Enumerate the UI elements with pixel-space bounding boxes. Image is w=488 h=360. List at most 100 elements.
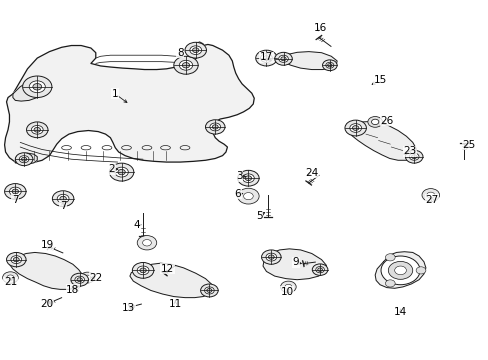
Circle shape: [4, 184, 26, 199]
Circle shape: [325, 62, 333, 68]
Polygon shape: [15, 153, 37, 164]
Circle shape: [371, 119, 378, 125]
Circle shape: [385, 280, 394, 287]
Circle shape: [132, 262, 154, 278]
Circle shape: [33, 84, 41, 90]
Circle shape: [80, 272, 95, 283]
Text: 10: 10: [280, 287, 293, 297]
Polygon shape: [191, 42, 204, 55]
Circle shape: [206, 288, 212, 292]
Circle shape: [209, 123, 220, 131]
Circle shape: [260, 54, 272, 62]
Circle shape: [109, 163, 134, 181]
Text: 12: 12: [161, 264, 174, 274]
Circle shape: [118, 170, 125, 175]
Polygon shape: [13, 78, 49, 101]
Text: 2: 2: [108, 164, 115, 174]
Circle shape: [242, 174, 254, 183]
Text: 5: 5: [255, 211, 262, 221]
Polygon shape: [4, 44, 254, 164]
Circle shape: [244, 176, 251, 181]
Circle shape: [19, 156, 29, 163]
Text: 13: 13: [122, 303, 135, 314]
Text: 25: 25: [461, 140, 474, 150]
Circle shape: [137, 235, 157, 250]
Circle shape: [322, 60, 336, 71]
Circle shape: [179, 60, 192, 70]
Text: 15: 15: [373, 75, 386, 85]
Circle shape: [31, 125, 43, 134]
Polygon shape: [374, 252, 425, 288]
Text: 27: 27: [425, 195, 438, 205]
Circle shape: [352, 126, 358, 130]
Circle shape: [9, 187, 21, 196]
Text: 19: 19: [41, 240, 54, 250]
Circle shape: [243, 193, 253, 200]
Circle shape: [344, 120, 366, 136]
Circle shape: [77, 278, 82, 282]
Circle shape: [280, 57, 285, 61]
Text: 3: 3: [236, 171, 243, 181]
Circle shape: [115, 167, 128, 177]
Circle shape: [200, 284, 218, 297]
Circle shape: [280, 281, 296, 293]
Circle shape: [237, 170, 259, 186]
Circle shape: [285, 284, 291, 289]
Circle shape: [411, 155, 416, 159]
Circle shape: [71, 273, 88, 286]
Text: 17: 17: [259, 52, 272, 62]
Text: 7: 7: [12, 195, 19, 205]
Text: 11: 11: [168, 299, 182, 309]
Polygon shape: [279, 51, 336, 69]
Text: 9: 9: [292, 257, 299, 267]
Circle shape: [426, 192, 434, 198]
Circle shape: [315, 266, 324, 273]
Circle shape: [263, 56, 269, 60]
Circle shape: [237, 188, 259, 204]
Text: 23: 23: [403, 146, 416, 156]
Circle shape: [11, 256, 21, 264]
Circle shape: [57, 194, 69, 203]
Circle shape: [137, 266, 149, 275]
Circle shape: [312, 264, 327, 275]
Circle shape: [274, 52, 292, 65]
Circle shape: [173, 56, 198, 74]
Circle shape: [26, 122, 48, 138]
Circle shape: [75, 276, 84, 283]
Circle shape: [182, 63, 189, 68]
Circle shape: [394, 266, 406, 275]
Circle shape: [327, 64, 331, 67]
Text: 1: 1: [112, 89, 119, 99]
Text: 18: 18: [66, 285, 80, 295]
Polygon shape: [347, 122, 415, 160]
Circle shape: [21, 157, 27, 161]
Circle shape: [15, 153, 33, 166]
Circle shape: [317, 268, 322, 271]
Text: 14: 14: [393, 307, 407, 317]
Circle shape: [268, 255, 274, 259]
Text: 21: 21: [4, 277, 17, 287]
Circle shape: [192, 48, 199, 53]
Circle shape: [60, 196, 66, 201]
Circle shape: [408, 153, 418, 160]
Circle shape: [367, 117, 382, 127]
Circle shape: [142, 239, 151, 246]
Circle shape: [84, 275, 91, 280]
Circle shape: [52, 191, 74, 207]
Circle shape: [34, 127, 41, 132]
Text: 22: 22: [89, 273, 102, 283]
Polygon shape: [130, 263, 212, 298]
Text: 26: 26: [380, 116, 393, 126]
Circle shape: [261, 250, 281, 264]
Circle shape: [255, 50, 277, 66]
Circle shape: [380, 256, 419, 285]
Circle shape: [212, 125, 218, 129]
Circle shape: [405, 150, 422, 163]
Circle shape: [278, 55, 288, 62]
Circle shape: [204, 287, 214, 294]
Circle shape: [2, 272, 18, 283]
Circle shape: [7, 275, 14, 280]
Text: 20: 20: [41, 299, 54, 309]
Circle shape: [189, 46, 201, 54]
Circle shape: [13, 257, 19, 262]
